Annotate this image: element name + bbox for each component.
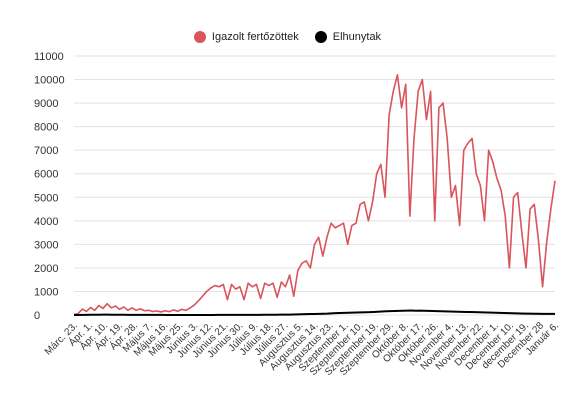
y-tick-label: 1000 (34, 286, 58, 298)
series-lines (73, 74, 556, 316)
y-tick-label: 11000 (34, 51, 64, 63)
legend-swatch-confirmed (193, 31, 206, 43)
legend-item-confirmed: Igazolt fertőzöttek (193, 31, 299, 43)
y-tick-label: 8000 (34, 122, 58, 134)
legend: Igazolt fertőzöttek Elhunytak (0, 31, 575, 43)
y-tick-label: 7000 (34, 145, 58, 157)
legend-label-confirmed: Igazolt fertőzöttek (211, 31, 299, 43)
y-tick-label: 6000 (34, 169, 58, 181)
gridlines (74, 55, 555, 316)
y-axis-ticks: 0 1000 2000 3000 4000 5000 6000 7000 8000 9000 100… (34, 51, 65, 322)
series-line-confirmed (73, 74, 556, 316)
y-tick-label: 5000 (34, 192, 58, 204)
legend-label-deaths: Elhunytak (332, 31, 382, 43)
legend-item-deaths: Elhunytak (314, 31, 382, 43)
y-tick-label: 9000 (34, 98, 58, 110)
y-tick-label: 0 (34, 310, 40, 322)
y-tick-label: 10000 (34, 75, 65, 87)
x-axis-ticks: Márc. 23.Ápr. 1.Ápr. 10.Ápr. 19.Ápr. 28.… (43, 319, 561, 378)
y-tick-label: 2000 (34, 263, 58, 275)
legend-swatch-deaths (314, 31, 327, 43)
y-tick-label: 3000 (34, 239, 58, 251)
y-tick-label: 4000 (34, 216, 58, 228)
series-line-deaths (74, 309, 555, 316)
